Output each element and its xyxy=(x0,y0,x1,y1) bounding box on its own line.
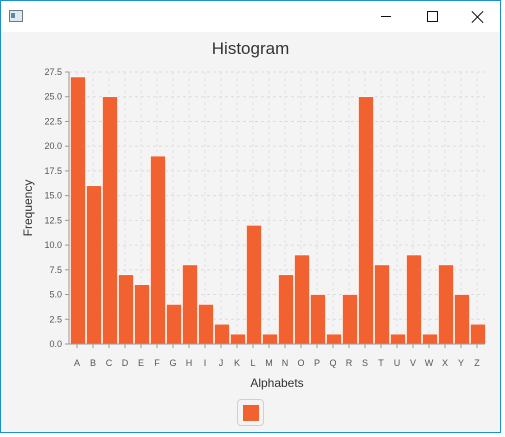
bar-P xyxy=(310,294,326,345)
x-tick-label: U xyxy=(394,358,401,368)
title-bar[interactable] xyxy=(1,1,500,32)
x-tick-label: F xyxy=(154,358,160,368)
bar-B xyxy=(86,185,102,345)
bar-N xyxy=(278,274,294,345)
x-tick-label: I xyxy=(204,358,207,368)
x-tick-label: P xyxy=(314,358,320,368)
y-tick-labels: 0.0 2.5 5.0 7.5 10.0 12.5 15.0 17.5 20.0 22.5 25.0… xyxy=(44,67,62,349)
app-window-icon xyxy=(9,10,23,22)
x-tick-label: J xyxy=(219,358,224,368)
legend-swatch xyxy=(242,404,259,421)
y-tick-label: 17.5 xyxy=(44,166,62,176)
x-tick-label: V xyxy=(410,358,416,368)
x-axis-label: Alphabets xyxy=(250,376,303,390)
x-tick-label: Y xyxy=(458,358,464,368)
histogram-chart: 0.0 2.5 5.0 7.5 10.0 12.5 15.0 17.5 20.0 22.5 25.0… xyxy=(21,67,486,390)
bar-D xyxy=(118,274,134,345)
maximize-button[interactable] xyxy=(409,1,455,32)
y-tick-label: 20.0 xyxy=(44,141,62,151)
bar-Z xyxy=(470,323,486,345)
x-tick-label: E xyxy=(138,358,144,368)
x-tick-label: X xyxy=(442,358,448,368)
y-tick-label: 2.5 xyxy=(49,314,62,324)
x-tick-label: M xyxy=(265,358,273,368)
x-tick-label: A xyxy=(74,358,80,368)
minimize-icon xyxy=(381,16,391,17)
y-tick-label: 27.5 xyxy=(44,67,62,77)
bar-R xyxy=(342,294,358,345)
x-tick-label: H xyxy=(186,358,193,368)
bar-H xyxy=(182,264,198,345)
minimize-button[interactable] xyxy=(363,1,409,32)
bar-U xyxy=(390,333,406,345)
y-axis-label: Frequency xyxy=(21,180,35,237)
y-tick-label: 12.5 xyxy=(44,215,62,225)
bar-X xyxy=(438,264,454,345)
y-tick-label: 7.5 xyxy=(49,265,62,275)
maximize-icon xyxy=(426,11,438,22)
x-tick-label: W xyxy=(425,358,434,368)
bar-Y xyxy=(454,294,470,345)
x-tick-label: C xyxy=(106,358,113,368)
y-tick-label: 10.0 xyxy=(44,240,62,250)
x-tick-label: O xyxy=(297,358,304,368)
bar-V xyxy=(406,254,422,345)
bar-I xyxy=(198,304,214,345)
x-tick-label: T xyxy=(378,358,384,368)
x-tick-label: S xyxy=(362,358,368,368)
x-tick-label: D xyxy=(122,358,129,368)
bar-L xyxy=(246,225,262,345)
bar-A xyxy=(70,76,86,345)
bar-M xyxy=(262,333,278,345)
y-tick-label: 15.0 xyxy=(44,191,62,201)
bar-C xyxy=(102,96,118,345)
x-tick-label: N xyxy=(282,358,289,368)
bar-F xyxy=(150,155,166,345)
y-tick-label: 25.0 xyxy=(44,92,62,102)
y-tick-label: 0.0 xyxy=(49,339,62,349)
bar-J xyxy=(214,323,230,345)
bar-W xyxy=(422,333,438,345)
x-tick-label: L xyxy=(250,358,255,368)
x-tick-label: G xyxy=(169,358,176,368)
x-tick-label: R xyxy=(346,358,353,368)
x-tick-label: Z xyxy=(474,358,480,368)
bar-G xyxy=(166,304,182,345)
y-tick-label: 22.5 xyxy=(44,116,62,126)
y-tick-label: 5.0 xyxy=(49,290,62,300)
x-tick-label: B xyxy=(90,358,96,368)
bar-K xyxy=(230,333,246,345)
axes xyxy=(65,71,485,348)
bar-E xyxy=(134,284,150,345)
bar-Q xyxy=(326,333,342,345)
bar-S xyxy=(358,96,374,345)
chart-title: Histogram xyxy=(211,39,290,58)
bar-O xyxy=(294,254,310,345)
legend xyxy=(237,399,264,426)
x-tick-label: Q xyxy=(329,358,336,368)
bars xyxy=(70,76,486,345)
bar-T xyxy=(374,264,390,345)
x-tick-label: K xyxy=(234,358,240,368)
